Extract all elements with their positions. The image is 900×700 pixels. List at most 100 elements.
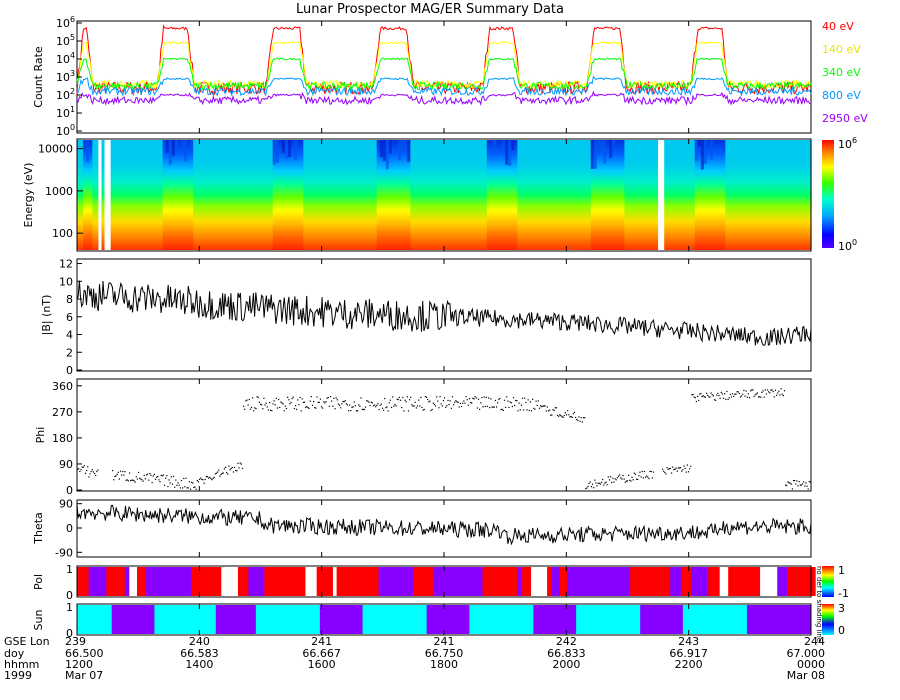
phi-point xyxy=(696,401,697,402)
phi-point xyxy=(727,399,728,400)
phi-point xyxy=(761,392,762,393)
legend-2: 340 eV xyxy=(822,66,861,79)
phi-point xyxy=(462,403,463,404)
phi-point xyxy=(479,409,480,410)
pol-tick-label-1: 1 xyxy=(66,563,73,576)
phi-point xyxy=(403,410,404,411)
phi-point xyxy=(679,467,680,468)
phi-point xyxy=(689,468,690,469)
phi-point xyxy=(184,486,185,487)
footer-row-year: 1999 xyxy=(4,669,32,682)
phi-point xyxy=(548,410,549,411)
phi-point xyxy=(216,473,217,474)
polarity-bar xyxy=(317,567,334,596)
phi-point xyxy=(732,393,733,394)
count-rate-line-4 xyxy=(77,92,811,104)
phi-point xyxy=(199,479,200,480)
phi-point xyxy=(314,407,315,408)
phi-point xyxy=(148,480,149,481)
sun-tick-label-1: 1 xyxy=(66,601,73,614)
phi-point xyxy=(360,397,361,398)
phi-point xyxy=(450,400,451,401)
phi-point xyxy=(569,416,570,417)
phi-point xyxy=(290,402,291,403)
colorbar-min-label: 100 xyxy=(838,238,857,253)
phi-point xyxy=(512,406,513,407)
phi-point xyxy=(208,477,209,478)
phi-point xyxy=(604,482,605,483)
polarity-bar xyxy=(345,567,351,596)
polarity-bar xyxy=(586,567,600,596)
polarity-bar xyxy=(799,567,807,596)
phi-point xyxy=(570,416,571,417)
b-tick-label-0: 0 xyxy=(66,364,73,377)
phi-point xyxy=(480,402,481,403)
count-rate-tick-label-4: 104 xyxy=(56,51,75,66)
phi-point xyxy=(716,395,717,396)
phi-point xyxy=(126,480,127,481)
phi-points xyxy=(77,388,811,490)
phi-point xyxy=(128,480,129,481)
phi-point xyxy=(245,400,246,401)
phi-point xyxy=(451,408,452,409)
phi-point xyxy=(758,396,759,397)
polarity-bars xyxy=(77,567,816,596)
phi-point xyxy=(799,481,800,482)
phi-point xyxy=(605,482,606,483)
phi-point xyxy=(418,400,419,401)
phi-point xyxy=(439,396,440,397)
phi-point xyxy=(349,405,350,406)
phi-point xyxy=(792,488,793,489)
phi-point xyxy=(625,482,626,483)
phi-point xyxy=(292,398,293,399)
phi-point xyxy=(139,478,140,479)
phi-point xyxy=(629,480,630,481)
phi-point xyxy=(194,486,195,487)
phi-point xyxy=(187,487,188,488)
phi-point xyxy=(461,406,462,407)
phi-point xyxy=(254,407,255,408)
phi-tick-label-2: 180 xyxy=(52,432,73,445)
phi-point xyxy=(306,406,307,407)
sun-bars xyxy=(77,605,811,634)
phi-point xyxy=(765,389,766,390)
phi-point xyxy=(345,400,346,401)
phi-point xyxy=(590,481,591,482)
phi-point xyxy=(323,401,324,402)
phi-point xyxy=(559,414,560,415)
phi-point xyxy=(663,471,664,472)
phi-point xyxy=(788,482,789,483)
phi-point xyxy=(646,475,647,476)
phi-point xyxy=(337,399,338,400)
phi-point xyxy=(411,404,412,405)
phi-point xyxy=(673,469,674,470)
phi-point xyxy=(283,403,284,404)
phi-point xyxy=(558,416,559,417)
phi-point xyxy=(793,480,794,481)
phi-point xyxy=(524,398,525,399)
polarity-bar xyxy=(77,567,89,596)
phi-point xyxy=(507,400,508,401)
phi-point xyxy=(92,469,93,470)
phi-point xyxy=(433,403,434,404)
phi-point xyxy=(648,478,649,479)
phi-point xyxy=(453,404,454,405)
phi-point xyxy=(557,415,558,416)
footer-columns: 23966.5001200Mar 0724066.583140024166.66… xyxy=(65,635,825,682)
phi-point xyxy=(420,397,421,398)
polarity-bar xyxy=(666,567,670,596)
phi-tick-label-4: 360 xyxy=(52,380,73,393)
phi-point xyxy=(278,399,279,400)
phi-point xyxy=(246,400,247,401)
phi-point xyxy=(341,403,342,404)
phi-point xyxy=(626,481,627,482)
phi-point xyxy=(777,392,778,393)
phi-point xyxy=(577,420,578,421)
footer-hhmm-5: 2200 xyxy=(675,658,703,671)
phi-point xyxy=(89,473,90,474)
phi-point xyxy=(225,467,226,468)
phi-point xyxy=(504,400,505,401)
theta-line xyxy=(77,505,811,544)
phi-point xyxy=(687,464,688,465)
phi-point xyxy=(193,487,194,488)
